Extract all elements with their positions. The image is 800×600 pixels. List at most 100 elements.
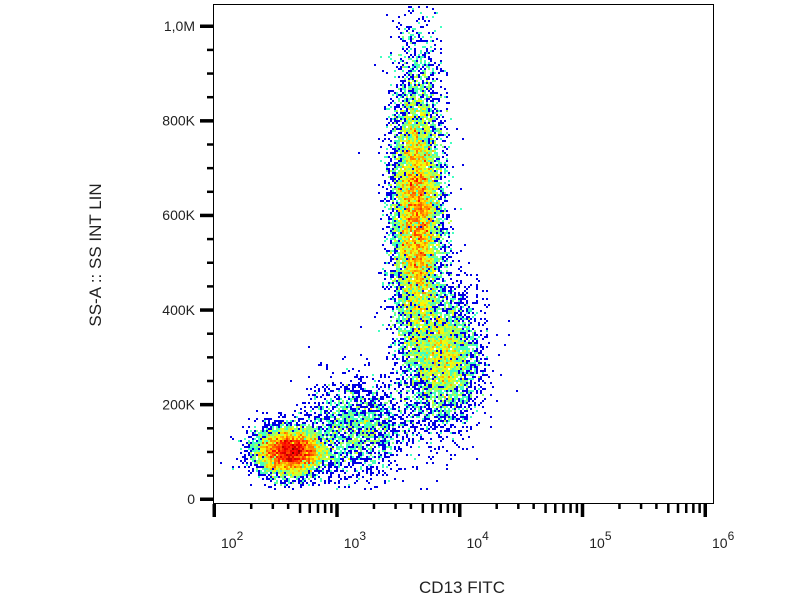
event-point bbox=[426, 364, 428, 366]
density-points bbox=[220, 6, 518, 490]
event-point bbox=[402, 234, 404, 236]
event-point bbox=[394, 214, 396, 216]
event-point bbox=[276, 456, 278, 458]
event-point bbox=[258, 442, 260, 444]
event-point bbox=[422, 248, 424, 250]
event-point bbox=[310, 474, 312, 476]
event-point bbox=[450, 326, 452, 328]
event-point bbox=[284, 468, 286, 470]
event-point bbox=[436, 370, 438, 372]
event-point bbox=[392, 222, 394, 224]
event-point bbox=[280, 452, 282, 454]
event-point bbox=[414, 82, 416, 84]
event-point bbox=[426, 48, 428, 50]
event-point bbox=[414, 28, 416, 30]
event-point bbox=[420, 248, 422, 250]
event-point bbox=[404, 102, 406, 104]
event-point bbox=[282, 422, 284, 424]
event-point bbox=[398, 314, 400, 316]
event-point bbox=[418, 102, 420, 104]
event-point bbox=[410, 296, 412, 298]
event-point bbox=[406, 182, 408, 184]
event-point bbox=[266, 468, 268, 470]
event-point bbox=[432, 84, 434, 86]
event-point bbox=[392, 100, 394, 102]
event-point bbox=[302, 480, 304, 482]
event-point bbox=[404, 226, 406, 228]
event-point bbox=[310, 472, 312, 474]
event-point bbox=[398, 358, 400, 360]
event-point bbox=[408, 370, 410, 372]
event-point bbox=[436, 220, 438, 222]
event-point bbox=[424, 272, 426, 274]
event-point bbox=[430, 362, 432, 364]
event-point bbox=[456, 286, 458, 288]
event-point bbox=[286, 450, 288, 452]
event-point bbox=[274, 464, 276, 466]
event-point bbox=[406, 296, 408, 298]
event-point bbox=[392, 282, 394, 284]
event-point bbox=[430, 372, 432, 374]
event-point bbox=[422, 388, 424, 390]
event-point bbox=[308, 468, 310, 470]
event-point bbox=[270, 436, 272, 438]
event-point bbox=[264, 436, 266, 438]
event-point bbox=[404, 150, 406, 152]
event-point bbox=[398, 182, 400, 184]
event-point bbox=[418, 446, 420, 448]
event-point bbox=[390, 320, 392, 322]
event-point bbox=[408, 66, 410, 68]
event-point bbox=[424, 298, 426, 300]
event-point bbox=[414, 310, 416, 312]
event-point bbox=[440, 194, 442, 196]
event-point bbox=[414, 284, 416, 286]
event-point bbox=[414, 120, 416, 122]
event-point bbox=[316, 448, 318, 450]
event-point bbox=[304, 474, 306, 476]
event-point bbox=[392, 230, 394, 232]
event-point bbox=[404, 230, 406, 232]
event-point bbox=[432, 8, 434, 10]
event-point bbox=[406, 122, 408, 124]
event-point bbox=[412, 354, 414, 356]
event-point bbox=[394, 158, 396, 160]
event-point bbox=[256, 452, 258, 454]
event-point bbox=[398, 286, 400, 288]
event-point bbox=[272, 462, 274, 464]
event-point bbox=[420, 254, 422, 256]
event-point bbox=[418, 328, 420, 330]
event-point bbox=[264, 466, 266, 468]
event-point bbox=[416, 276, 418, 278]
event-point bbox=[418, 222, 420, 224]
event-point bbox=[394, 256, 396, 258]
event-point bbox=[410, 336, 412, 338]
event-point bbox=[394, 340, 396, 342]
event-point bbox=[414, 60, 416, 62]
event-point bbox=[432, 342, 434, 344]
event-point bbox=[418, 64, 420, 66]
event-point bbox=[424, 214, 426, 216]
event-point bbox=[418, 56, 420, 58]
event-point bbox=[408, 430, 410, 432]
event-point bbox=[310, 476, 312, 478]
event-point bbox=[400, 304, 402, 306]
event-point bbox=[302, 484, 304, 486]
event-point bbox=[412, 38, 414, 40]
event-point bbox=[454, 392, 456, 394]
event-point bbox=[438, 362, 440, 364]
event-point bbox=[290, 438, 292, 440]
event-point bbox=[438, 166, 440, 168]
event-point bbox=[396, 302, 398, 304]
event-point bbox=[406, 210, 408, 212]
event-point bbox=[406, 286, 408, 288]
event-point bbox=[434, 360, 436, 362]
event-point bbox=[432, 352, 434, 354]
event-point bbox=[422, 108, 424, 110]
event-point bbox=[320, 452, 322, 454]
event-point bbox=[406, 30, 408, 32]
event-point bbox=[434, 156, 436, 158]
event-point bbox=[448, 134, 450, 136]
event-point bbox=[406, 66, 408, 68]
event-point bbox=[422, 70, 424, 72]
event-point bbox=[408, 86, 410, 88]
